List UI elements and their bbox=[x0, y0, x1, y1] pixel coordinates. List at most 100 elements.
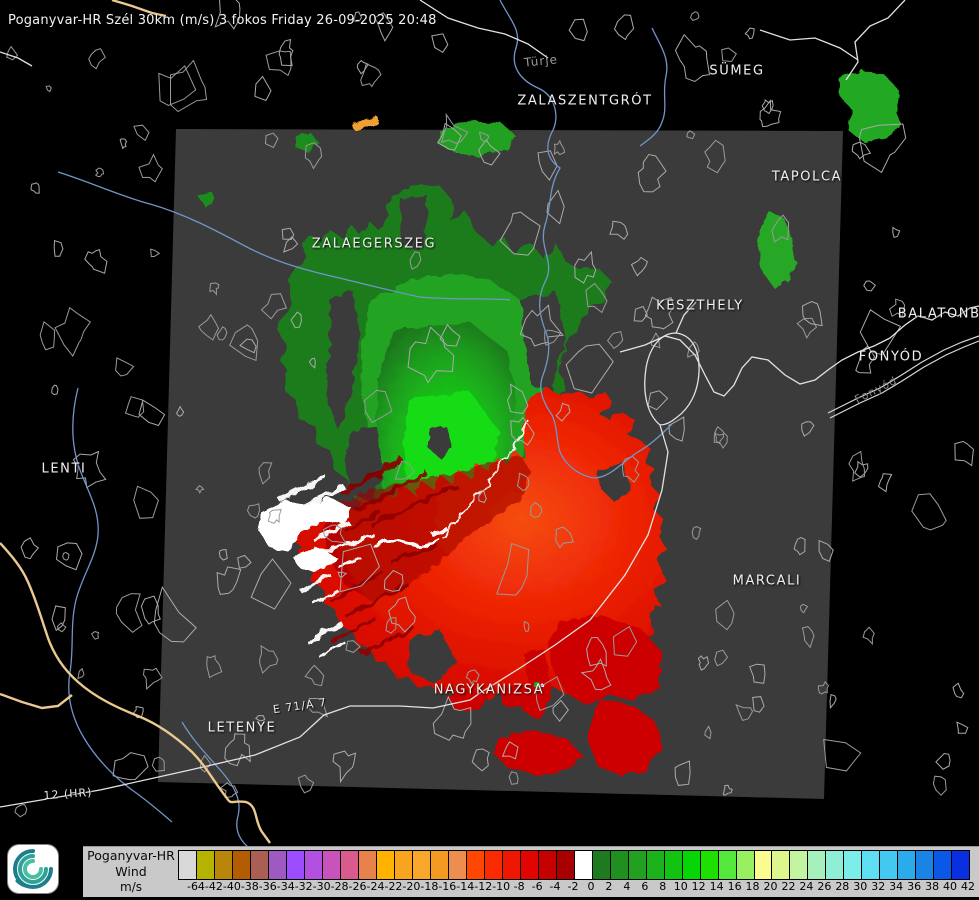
scale-tick-label: 6 bbox=[641, 880, 649, 893]
scale-tick-label: 20 bbox=[763, 880, 778, 893]
scale-tick-label: 22 bbox=[781, 880, 796, 893]
scale-cell bbox=[466, 851, 485, 879]
city-label: FONYÓD bbox=[858, 349, 924, 365]
scale-tick-label: 2 bbox=[605, 880, 613, 893]
city-label: SÜMEG bbox=[709, 63, 765, 79]
scale-cell bbox=[952, 851, 970, 879]
scale-cell bbox=[538, 851, 557, 879]
scale-tick-label: -4 bbox=[549, 880, 561, 893]
scale-tick-label: 8 bbox=[659, 880, 667, 893]
scale-tick-label: -38 bbox=[240, 880, 259, 893]
scale-cell bbox=[358, 851, 377, 879]
scale-cell bbox=[340, 851, 359, 879]
roads-secondary bbox=[0, 0, 271, 844]
scale-cell bbox=[556, 851, 575, 879]
scale-tick-label: 0 bbox=[587, 880, 595, 893]
scale-tick-label: 18 bbox=[745, 880, 760, 893]
scale-tick-label: -26 bbox=[348, 880, 367, 893]
scale-cell bbox=[430, 851, 449, 879]
scale-cell bbox=[448, 851, 467, 879]
scale-tick-label: -24 bbox=[366, 880, 385, 893]
scale-tick-label: -8 bbox=[513, 880, 525, 893]
radar-logo bbox=[8, 845, 58, 893]
scale-cell bbox=[232, 851, 251, 879]
scale-cell bbox=[268, 851, 287, 879]
scale-cell bbox=[790, 851, 809, 879]
scale-cell bbox=[772, 851, 791, 879]
velocity-echoes bbox=[198, 70, 902, 776]
scale-tick-label: 40 bbox=[943, 880, 958, 893]
cyclone-spiral-icon bbox=[13, 849, 53, 889]
scale-tick-label: 14 bbox=[709, 880, 724, 893]
title-bar: Poganyvar-HR Szél 30km (m/s) 3 fokos Fri… bbox=[8, 13, 437, 28]
scale-tick-label: 24 bbox=[799, 880, 814, 893]
color-scale bbox=[178, 850, 970, 880]
scale-cell bbox=[214, 851, 233, 879]
scale-cell bbox=[700, 851, 719, 879]
city-label: KESZTHELY bbox=[656, 298, 744, 314]
scale-tick-label: -20 bbox=[402, 880, 421, 893]
city-label: ZALASZENTGRÓT bbox=[517, 93, 653, 109]
city-label: BALATONBO bbox=[897, 306, 979, 322]
scale-tick-label: -10 bbox=[492, 880, 511, 893]
scale-tick-label: -36 bbox=[258, 880, 277, 893]
scale-cell bbox=[610, 851, 629, 879]
scale-tick-label: -2 bbox=[567, 880, 579, 893]
scale-tick-label: 32 bbox=[871, 880, 886, 893]
scale-cell bbox=[628, 851, 647, 879]
scale-cell bbox=[826, 851, 845, 879]
scale-cell bbox=[844, 851, 863, 879]
scale-tick-label: -14 bbox=[456, 880, 475, 893]
scale-tick-label: 4 bbox=[623, 880, 631, 893]
city-label: LETENYE bbox=[207, 720, 277, 736]
scale-cell bbox=[412, 851, 431, 879]
scale-cell bbox=[502, 851, 521, 879]
scale-cell bbox=[898, 851, 917, 879]
scale-tick-label: 30 bbox=[853, 880, 868, 893]
scale-cell bbox=[286, 851, 305, 879]
scale-cell bbox=[934, 851, 953, 879]
scale-tick-label: -32 bbox=[294, 880, 313, 893]
scale-tick-label: -64 bbox=[186, 880, 205, 893]
scale-tick-label: -40 bbox=[222, 880, 241, 893]
scale-cell bbox=[718, 851, 737, 879]
scale-cell bbox=[916, 851, 935, 879]
scale-cell bbox=[682, 851, 701, 879]
scale-cell bbox=[592, 851, 611, 879]
scale-tick-label: -16 bbox=[438, 880, 457, 893]
scale-cell bbox=[520, 851, 539, 879]
legend-panel: Poganyvar-HR Wind m/s -64 -42 -40 -38 -36 -34… bbox=[83, 846, 979, 897]
scale-cell bbox=[574, 851, 593, 879]
scale-cell bbox=[304, 851, 323, 879]
scale-tick-label: -6 bbox=[531, 880, 543, 893]
scale-tick-label: 16 bbox=[727, 880, 742, 893]
city-label: NAGYKANIZSA bbox=[433, 682, 545, 698]
city-label: LENTI bbox=[41, 461, 87, 477]
scale-cell bbox=[394, 851, 413, 879]
scale-tick-label: 38 bbox=[925, 880, 940, 893]
scale-tick-label: -28 bbox=[330, 880, 349, 893]
scale-cell bbox=[754, 851, 773, 879]
city-label: MARCALI bbox=[732, 573, 802, 589]
scale-tick-label: -42 bbox=[204, 880, 223, 893]
scale-cell bbox=[196, 851, 215, 879]
scale-tick-label: 34 bbox=[889, 880, 904, 893]
city-label: TAPOLCA bbox=[771, 169, 843, 185]
scale-cell bbox=[322, 851, 341, 879]
scale-cell bbox=[646, 851, 665, 879]
legend-product: Wind bbox=[115, 864, 147, 879]
scale-tick-label: 42 bbox=[961, 880, 975, 893]
scale-cell bbox=[376, 851, 395, 879]
legend-radar-name: Poganyvar-HR bbox=[87, 848, 175, 863]
scale-tick-label: -30 bbox=[312, 880, 331, 893]
legend-unit: m/s bbox=[120, 880, 142, 894]
rivers bbox=[57, 0, 673, 851]
scale-cell bbox=[862, 851, 881, 879]
scale-cell bbox=[250, 851, 269, 879]
terrain-outlines bbox=[6, 0, 974, 818]
scale-tick-label: 26 bbox=[817, 880, 832, 893]
city-label: ZALAEGERSZEG bbox=[311, 236, 437, 252]
scale-cell bbox=[179, 851, 197, 879]
scale-ticks: -64 -42 -40 -38 -36 -34 -32 -30 -28 -26 -24 -22 -20-… bbox=[178, 880, 975, 896]
